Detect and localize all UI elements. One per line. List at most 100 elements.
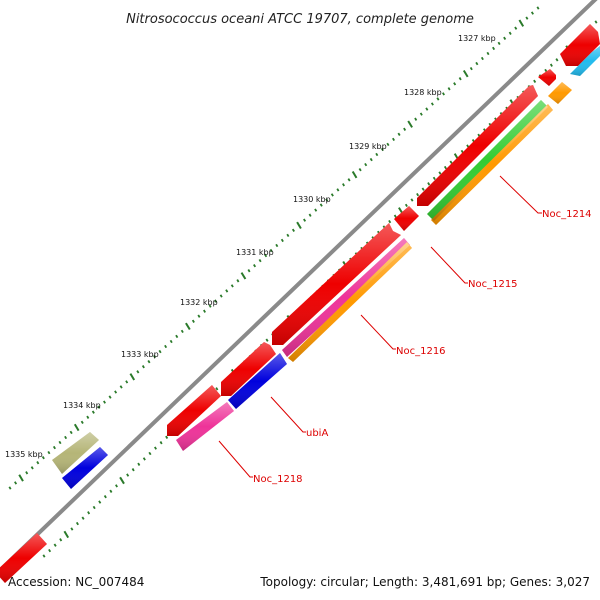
scale-dot	[136, 370, 140, 374]
scale-major-tick	[351, 170, 358, 179]
scale-major-tick	[129, 373, 136, 381]
scale-label-1328: 1328 kbp	[404, 88, 442, 97]
scale-dot	[115, 484, 118, 488]
scale-dot	[425, 107, 429, 111]
scale-dot	[59, 538, 63, 542]
scale-dot	[291, 228, 295, 232]
scale-dot	[443, 165, 447, 170]
leader-line	[218, 440, 253, 478]
scale-dot	[203, 309, 206, 313]
scale-dot	[430, 102, 434, 106]
scale-dot	[427, 182, 431, 186]
scale-dot	[219, 294, 223, 298]
scale-dot	[258, 258, 262, 263]
scale-dot	[103, 495, 107, 499]
scale-dot	[253, 264, 257, 268]
scale-dot	[325, 198, 329, 202]
scale-dot	[125, 380, 129, 384]
scale-dot	[530, 11, 534, 15]
scale-dot	[536, 6, 540, 10]
scale-label-1329: 1329 kbp	[349, 142, 387, 151]
scale-label-1335: 1335 kbp	[5, 450, 43, 459]
scale-label-1332: 1332 kbp	[180, 298, 218, 307]
cds-feature[interactable]	[394, 206, 419, 231]
cds-feature[interactable]	[272, 223, 401, 345]
scale-dot	[544, 68, 548, 73]
gene-label-noc1218[interactable]: Noc_1218	[253, 474, 303, 485]
scale-dot	[286, 233, 290, 238]
scale-dot	[81, 516, 85, 520]
scale-dot	[319, 203, 323, 207]
scale-dot	[386, 142, 390, 147]
scale-dot	[142, 457, 146, 461]
scale-dot	[215, 387, 219, 391]
leader-line	[499, 175, 542, 214]
scale-dot	[141, 365, 145, 369]
scale-major-tick	[240, 272, 247, 280]
scale-dot	[280, 238, 284, 243]
scale-dot	[469, 66, 473, 71]
gene-label-ubia[interactable]: ubiA	[306, 428, 328, 439]
scale-dot	[375, 152, 379, 157]
scale-dot	[164, 344, 168, 349]
scale-ring-outer	[8, 6, 540, 490]
scale-dot	[126, 473, 130, 477]
scale-dot	[265, 338, 269, 342]
scale-label-1327: 1327 kbp	[458, 34, 496, 43]
scale-dot	[236, 279, 240, 283]
scale-major-tick	[407, 120, 413, 128]
scale-dot	[114, 390, 118, 394]
scale-dot	[158, 349, 162, 354]
scale-dot	[449, 160, 453, 164]
scale-dot	[392, 137, 395, 142]
scale-dot	[347, 178, 351, 182]
scale-major-tick	[518, 19, 525, 27]
scale-dot	[397, 132, 401, 136]
scale-dot	[87, 511, 91, 515]
gene-labels: Noc_1214 Noc_1215 Noc_1216 ubiA Noc_1218	[218, 175, 592, 485]
scale-label-1330: 1330 kbp	[293, 195, 331, 204]
leader-line	[360, 314, 396, 350]
scale-dot	[404, 203, 408, 208]
scale-dot	[308, 213, 312, 217]
accession-text: Accession: NC_007484	[8, 575, 144, 589]
cds-feature[interactable]	[538, 69, 556, 86]
gene-label-noc1215[interactable]: Noc_1215	[468, 279, 518, 290]
gene-label-noc1216[interactable]: Noc_1216	[396, 346, 446, 357]
orange-feature[interactable]	[548, 82, 572, 104]
scale-dot	[432, 176, 436, 181]
scale-dot	[208, 304, 212, 308]
scale-dot	[70, 527, 74, 531]
scale-dot	[98, 500, 102, 504]
scale-dot	[131, 468, 135, 472]
scale-dot	[147, 360, 151, 364]
scale-dot	[25, 471, 29, 475]
scale-dot	[214, 299, 218, 303]
scale-dot	[410, 198, 414, 202]
scale-major-tick	[18, 474, 24, 482]
scale-dot	[594, 20, 598, 24]
scale-dot	[169, 339, 173, 344]
green-feature[interactable]	[427, 100, 548, 221]
scale-major-tick	[296, 221, 302, 230]
scale-dot	[137, 462, 141, 466]
scale-dot	[486, 51, 490, 56]
scale-dot	[364, 162, 368, 167]
cds-feature[interactable]	[417, 85, 538, 206]
scale-dot	[69, 430, 73, 435]
scale-dot	[197, 314, 201, 318]
scale-dot	[64, 435, 68, 440]
scale-dot	[436, 97, 440, 101]
scale-label-1334: 1334 kbp	[63, 401, 101, 410]
scale-dot	[549, 63, 553, 67]
scale-dot	[442, 92, 445, 96]
scale-dot	[48, 548, 52, 553]
scale-dot	[358, 168, 362, 172]
magenta-feature[interactable]	[282, 238, 410, 357]
scale-dot	[503, 36, 507, 40]
gene-label-noc1214[interactable]: Noc_1214	[542, 209, 592, 220]
scale-dot	[416, 192, 420, 197]
orange-feature[interactable]	[431, 104, 553, 225]
scale-dot	[230, 284, 234, 288]
